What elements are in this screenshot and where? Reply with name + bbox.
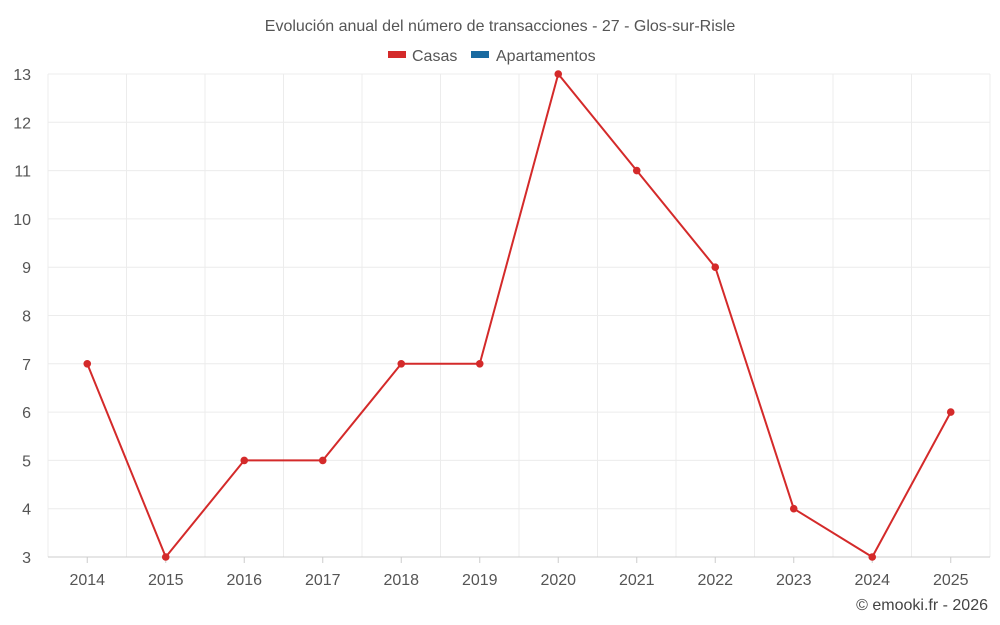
x-tick-label: 2020 — [540, 572, 576, 589]
y-tick-label: 10 — [13, 212, 31, 229]
x-axis-ticks: 2014 2015 2016 2017 2018 2019 2020 2021 2022 2023… — [69, 572, 968, 589]
legend: Casas Apartamentos — [388, 48, 596, 65]
y-tick-label: 11 — [14, 164, 31, 181]
y-tick-label: 8 — [22, 309, 31, 326]
data-point-2017 — [318, 456, 327, 465]
data-point-2016 — [240, 456, 249, 465]
x-tick-label: 2016 — [226, 572, 262, 589]
x-tick-label: 2021 — [619, 572, 655, 589]
legend-label-apartamentos: Apartamentos — [496, 48, 596, 65]
data-point-2021 — [632, 166, 641, 175]
data-point-2019 — [475, 360, 484, 368]
y-axis-ticks: 3 4 5 6 7 8 9 10 11 12 13 — [13, 67, 31, 567]
gridlines — [47, 73, 991, 557]
x-tick-label: 2023 — [776, 572, 812, 589]
data-point-2020 — [554, 70, 563, 78]
y-tick-label: 3 — [22, 550, 31, 567]
credit-text: © emooki.fr - 2026 — [856, 597, 988, 614]
y-tick-label: 13 — [13, 67, 31, 84]
data-point-2015 — [161, 553, 170, 561]
data-point-2025 — [946, 408, 955, 416]
series-line-casas — [86, 73, 952, 558]
y-tick-label: 5 — [22, 453, 31, 470]
x-tick-label: 2015 — [148, 572, 184, 589]
chart-title: Evolución anual del número de transaccio… — [265, 18, 736, 35]
data-point-2024 — [868, 553, 877, 561]
data-point-2018 — [397, 360, 406, 368]
x-tick-label: 2017 — [305, 572, 341, 589]
data-point-2023 — [789, 504, 798, 513]
y-tick-label: 4 — [22, 502, 31, 519]
x-tick-label: 2024 — [854, 572, 890, 589]
series — [83, 70, 955, 561]
legend-label-casas: Casas — [412, 48, 457, 65]
legend-item-casas[interactable]: Casas — [388, 48, 457, 65]
x-tick-label: 2014 — [69, 572, 105, 589]
axes — [48, 556, 990, 563]
data-point-2014 — [83, 360, 92, 368]
y-tick-label: 12 — [13, 115, 31, 132]
x-tick-label: 2018 — [383, 572, 419, 589]
legend-swatch-casas — [388, 51, 406, 58]
y-tick-label: 7 — [22, 357, 31, 374]
legend-item-apartamentos[interactable]: Apartamentos — [471, 48, 596, 65]
y-tick-label: 9 — [22, 260, 31, 277]
data-point-2022 — [711, 263, 720, 272]
x-tick-label: 2022 — [697, 572, 733, 589]
legend-swatch-apartamentos — [471, 51, 489, 58]
x-tick-label: 2019 — [462, 572, 498, 589]
y-tick-label: 6 — [22, 405, 31, 422]
x-tick-label: 2025 — [933, 572, 969, 589]
